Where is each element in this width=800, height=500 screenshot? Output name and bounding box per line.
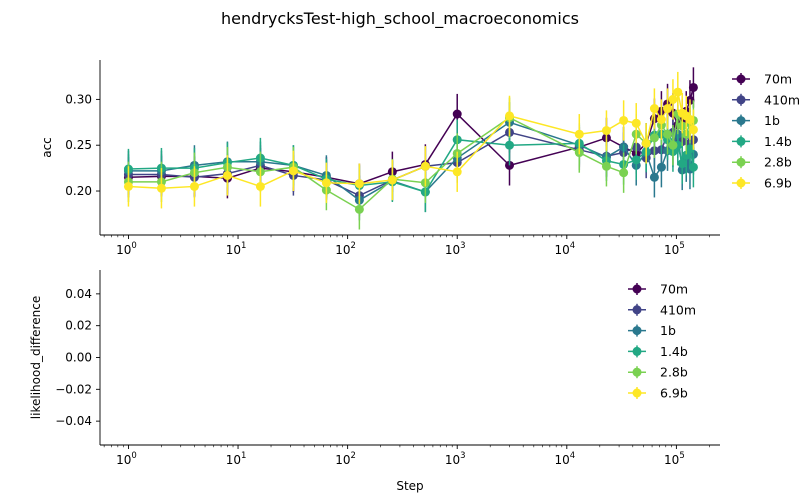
bottom-xtick-label: 104 xyxy=(554,451,575,467)
data-point-1b xyxy=(649,172,659,182)
data-point-1.4b xyxy=(688,162,698,172)
data-point-6.9b xyxy=(288,166,298,176)
data-point-6.9b xyxy=(656,115,666,125)
data-point-6.9b xyxy=(505,111,515,121)
legend-marker-410m xyxy=(632,305,642,315)
legend-marker-1b xyxy=(736,116,746,126)
bottom-ytick-label: 0.04 xyxy=(65,287,92,301)
bottom-xtick-label: 100 xyxy=(116,451,137,467)
top-xtick-label: 105 xyxy=(664,241,685,257)
data-point-6.9b xyxy=(685,115,695,125)
top-ytick-label: 0.20 xyxy=(65,184,92,198)
data-point-6.9b xyxy=(688,125,698,135)
bottom-legend: 70m 410m 1b 1.4b 2.8b 6.9b xyxy=(628,282,696,401)
data-point-6.9b xyxy=(574,129,584,139)
legend-label-2.8b: 2.8b xyxy=(660,365,688,380)
bottom-ytick-label: 0.00 xyxy=(65,351,92,365)
legend-label-410m: 410m xyxy=(764,92,800,107)
legend-marker-70m xyxy=(632,284,642,294)
bottom-ytick-label: −0.04 xyxy=(55,414,92,428)
data-point-6.9b xyxy=(619,115,629,125)
top-legend: 70m 410m 1b 1.4b 2.8b 6.9b xyxy=(732,72,800,191)
legend-label-1b: 1b xyxy=(660,323,676,338)
data-point-2.8b xyxy=(601,161,611,171)
bottom-xtick-label: 103 xyxy=(445,451,466,467)
data-point-6.9b xyxy=(255,181,265,191)
bottom-xlabel: Step xyxy=(396,479,423,493)
data-point-6.9b xyxy=(452,167,462,177)
data-point-2.8b xyxy=(649,133,659,143)
top-xtick-label: 100 xyxy=(116,241,137,257)
data-point-1.4b xyxy=(505,140,515,150)
data-point-6.9b xyxy=(649,104,659,114)
legend-marker-1.4b xyxy=(736,136,746,146)
legend-label-6.9b: 6.9b xyxy=(764,176,792,191)
legend-marker-2.8b xyxy=(632,367,642,377)
bottom-ylabel: likelihood_difference xyxy=(29,296,43,419)
legend-marker-6.9b xyxy=(736,178,746,188)
data-point-6.9b xyxy=(222,170,232,180)
top-xtick-label: 104 xyxy=(554,241,575,257)
legend-label-70m: 70m xyxy=(764,72,792,87)
legend-label-1b: 1b xyxy=(764,113,780,128)
data-point-2.8b xyxy=(619,168,629,178)
legend-marker-70m xyxy=(736,74,746,84)
bottom-ytick-label: 0.02 xyxy=(65,319,92,333)
legend-label-1.4b: 1.4b xyxy=(660,344,688,359)
top-xtick-label: 101 xyxy=(226,241,247,257)
legend-label-6.9b: 6.9b xyxy=(660,386,688,401)
legend-marker-1.4b xyxy=(632,346,642,356)
legend-marker-6.9b xyxy=(632,388,642,398)
legend-label-410m: 410m xyxy=(660,302,696,317)
bottom-panel-likelihood-difference: −0.04 −0.02 0.00 0.02 0.04 100 101 102 103 104 105… xyxy=(29,270,720,493)
legend-label-1.4b: 1.4b xyxy=(764,134,792,149)
series-6.9b xyxy=(123,71,698,209)
data-point-6.9b xyxy=(673,87,683,97)
top-panel-acc: 0.20 0.25 0.30 100 101 102 103 104 105 acc 70m 410m… xyxy=(40,60,800,257)
data-point-6.9b xyxy=(354,179,364,189)
legend-label-2.8b: 2.8b xyxy=(764,155,792,170)
legend-marker-1b xyxy=(632,326,642,336)
data-point-1b xyxy=(656,162,666,172)
series-line-2.8b xyxy=(128,111,694,211)
bottom-xtick-label: 101 xyxy=(226,451,247,467)
data-point-1.4b xyxy=(677,159,687,169)
top-ylabel: acc xyxy=(40,137,54,158)
bottom-xtick-label: 102 xyxy=(335,451,356,467)
data-point-6.9b xyxy=(601,126,611,136)
top-ytick-label: 0.25 xyxy=(65,138,92,152)
top-ytick-label: 0.30 xyxy=(65,92,92,106)
data-point-6.9b xyxy=(387,175,397,185)
series-70m xyxy=(123,67,698,204)
data-point-6.9b xyxy=(321,178,331,188)
data-point-2.8b xyxy=(668,140,678,150)
legend-marker-410m xyxy=(736,95,746,105)
legend-marker-2.8b xyxy=(736,157,746,167)
data-point-6.9b xyxy=(663,104,673,114)
top-xtick-label: 102 xyxy=(335,241,356,257)
data-point-6.9b xyxy=(631,118,641,128)
data-point-70m xyxy=(688,82,698,92)
data-point-6.9b xyxy=(668,94,678,104)
legend-label-70m: 70m xyxy=(660,282,688,297)
data-point-6.9b xyxy=(123,181,133,191)
data-point-1.4b xyxy=(685,144,695,154)
data-point-6.9b xyxy=(156,183,166,193)
figure-title: hendrycksTest-high_school_macroeconomics xyxy=(221,9,579,29)
data-point-2.8b xyxy=(354,204,364,214)
bottom-xtick-label: 105 xyxy=(664,451,685,467)
data-point-6.9b xyxy=(420,161,430,171)
data-point-70m xyxy=(452,109,462,119)
data-point-2.8b xyxy=(663,129,673,139)
bottom-ytick-label: −0.02 xyxy=(55,382,92,396)
data-point-6.9b xyxy=(641,138,651,148)
data-point-6.9b xyxy=(189,181,199,191)
top-xtick-label: 103 xyxy=(445,241,466,257)
data-point-1.4b xyxy=(631,155,641,165)
